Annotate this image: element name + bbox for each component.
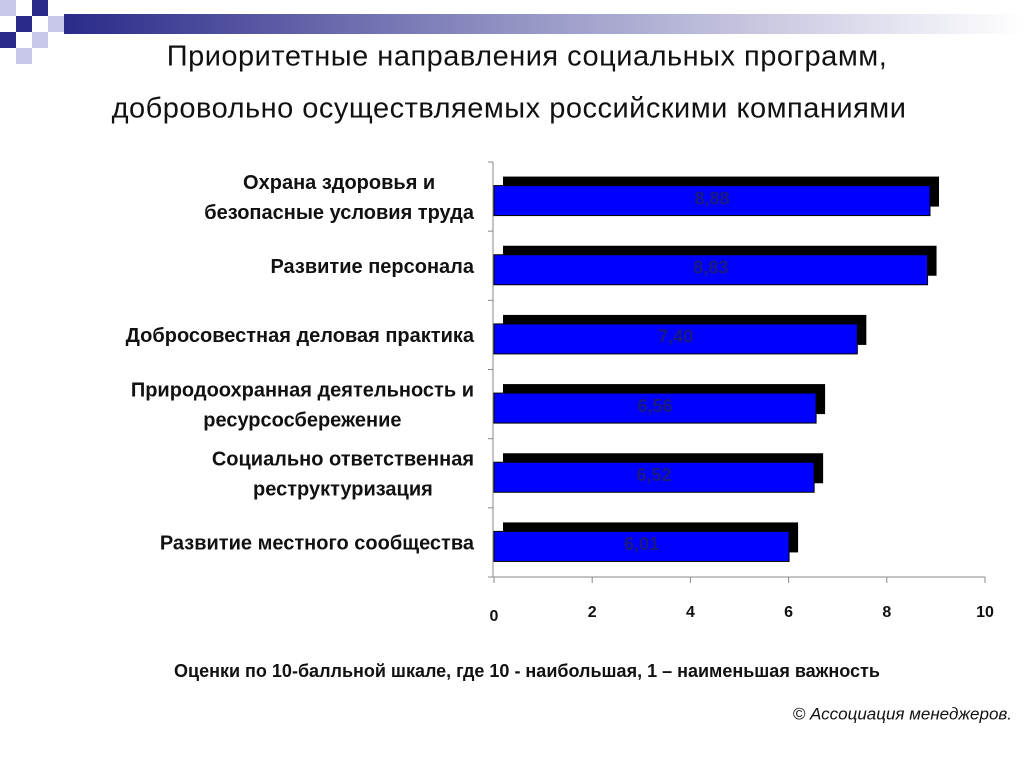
category-label: Охрана здоровья и <box>243 172 435 194</box>
bar <box>493 185 931 217</box>
value-label: 6,01 <box>624 534 659 554</box>
x-tick-label: 6 <box>784 604 793 621</box>
bar <box>493 254 929 286</box>
category-label: Развитие местного сообщества <box>160 533 475 555</box>
value-label: 6,56 <box>638 396 673 416</box>
value-label: 6,52 <box>637 465 672 485</box>
category-label: ресурсосбережение <box>203 409 401 431</box>
x-tick-label: 8 <box>882 604 891 621</box>
bar <box>493 530 790 562</box>
x-tick-label: 10 <box>976 604 994 621</box>
chart-title: Приоритетные направления социальных прог… <box>167 41 888 73</box>
value-label: 8,83 <box>693 258 728 278</box>
category-label: Социально ответственная <box>212 449 474 471</box>
value-label: 8,88 <box>694 188 729 208</box>
bar <box>493 323 858 355</box>
x-tick-label: 0 <box>490 608 499 625</box>
x-axis-label: Оценки по 10-балльной шкале, где 10 - на… <box>174 661 880 681</box>
x-tick-label: 2 <box>588 604 597 621</box>
value-label: 7,40 <box>658 327 693 347</box>
bar <box>493 461 815 493</box>
x-tick-label: 4 <box>686 604 695 621</box>
copyright-note: © Ассоциация менеджеров. <box>793 704 1012 723</box>
bar <box>493 392 817 424</box>
category-label: Природоохранная деятельность и <box>131 379 474 401</box>
category-label: безопасные условия труда <box>204 202 475 224</box>
category-label: Развитие персонала <box>270 256 474 278</box>
category-label: Добросовестная деловая практика <box>126 325 475 347</box>
decoration <box>0 0 1024 64</box>
chart-title: добровольно осуществляемых российскими к… <box>112 93 907 125</box>
category-label: реструктуризация <box>253 479 433 501</box>
